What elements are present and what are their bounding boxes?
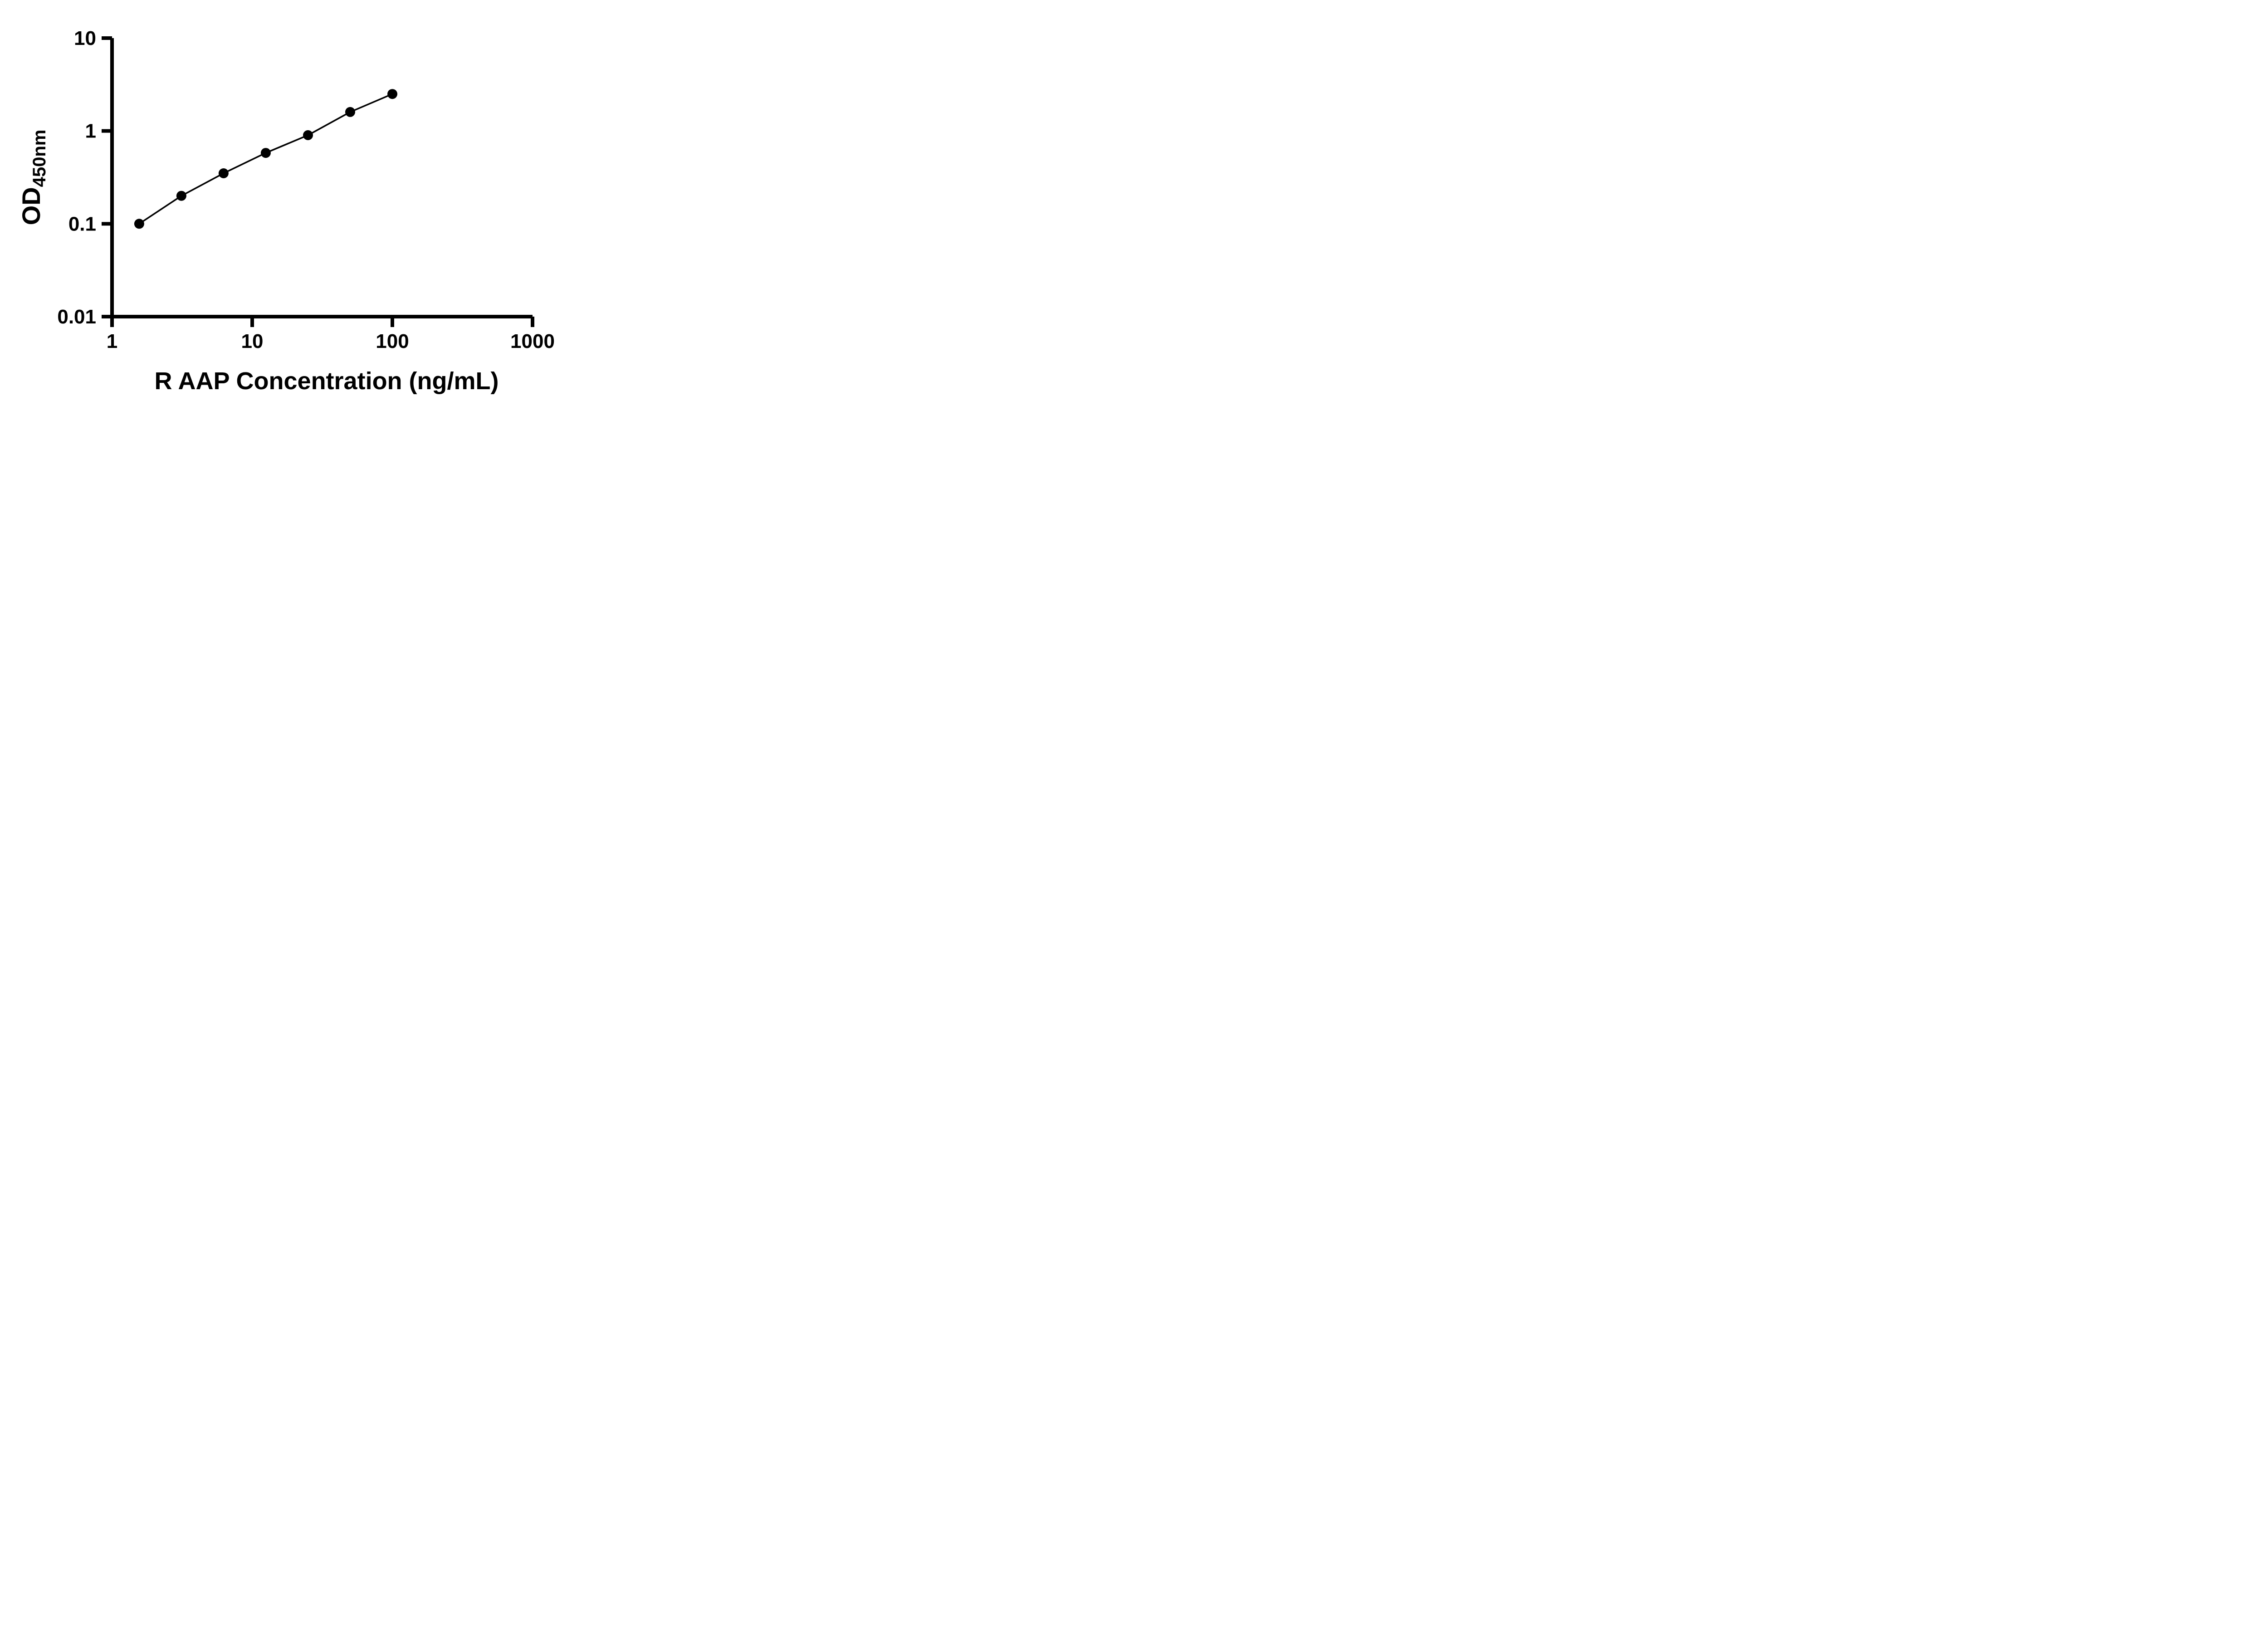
elisa-standard-curve-figure: R AAP Concentration (ng/mL) OD450nm 1 10 1… — [0, 0, 583, 408]
y-tick-label-1: 1 — [85, 120, 96, 142]
chart-canvas: R AAP Concentration (ng/mL) OD450nm 1 10 1… — [17, 27, 555, 395]
axis-spines — [110, 38, 533, 318]
y-tick-label-0.1: 0.1 — [68, 213, 96, 235]
y-axis-title-main: OD — [17, 187, 45, 225]
data-point-3 — [218, 168, 229, 178]
data-point-5 — [303, 130, 313, 140]
data-point-7 — [387, 89, 397, 99]
x-tick-label-1: 1 — [107, 330, 117, 352]
x-tick-label-100: 100 — [376, 330, 409, 352]
x-tick-label-1000: 1000 — [510, 330, 555, 352]
data-point-1 — [134, 219, 144, 229]
data-point-6 — [345, 107, 355, 117]
y-axis-title-subscript: 450nm — [29, 130, 49, 187]
y-axis-title: OD450nm — [17, 130, 49, 225]
x-tick-label-10: 10 — [241, 330, 264, 352]
y-tick-label-10: 10 — [74, 27, 96, 49]
data-point-4 — [260, 148, 271, 158]
x-axis-title: R AAP Concentration (ng/mL) — [155, 367, 499, 395]
data-point-2 — [176, 191, 186, 201]
y-tick-label-0.01: 0.01 — [57, 306, 96, 328]
